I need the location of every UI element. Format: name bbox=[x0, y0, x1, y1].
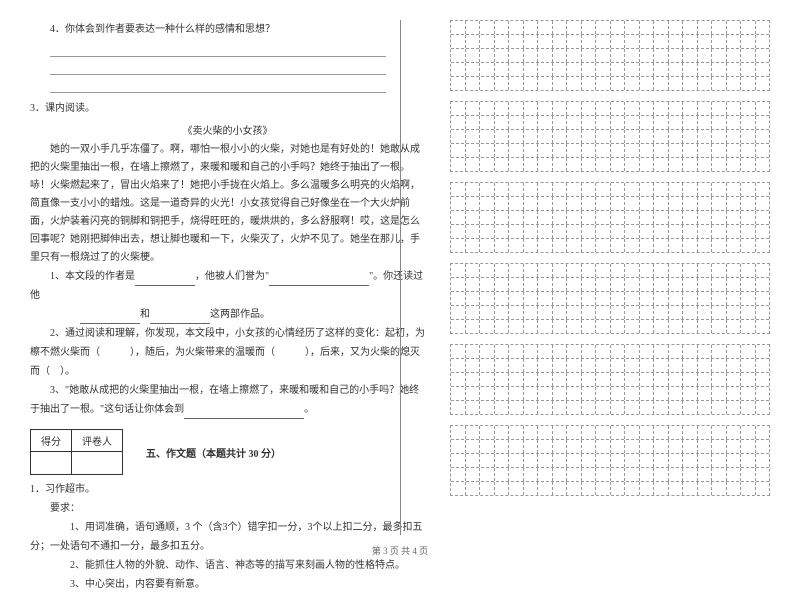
writing-grid-box[interactable] bbox=[450, 425, 770, 496]
section-5-title: 五、作文题（本题共计 30 分） bbox=[146, 445, 281, 460]
question-3-3: 3、"她敢从成把的火柴里抽出一根，在墙上擦燃了，来暖和暖和自己的小手吗？她终于抽… bbox=[30, 381, 425, 419]
q3-1-text-a: 1、本文段的作者是 bbox=[50, 271, 135, 282]
answer-line[interactable] bbox=[50, 60, 386, 75]
score-header-1: 得分 bbox=[31, 430, 72, 452]
q3-1-and: 和 bbox=[140, 309, 150, 320]
right-column bbox=[440, 20, 770, 540]
page-footer: 第 3 页 共 4 页 bbox=[0, 544, 800, 557]
answer-line[interactable] bbox=[50, 42, 386, 57]
q3-3-period: 。 bbox=[304, 404, 314, 415]
writing-grid-box[interactable] bbox=[450, 344, 770, 415]
question-3-1-line2: 和 这两部作品。 bbox=[30, 305, 425, 324]
blank-work1[interactable] bbox=[80, 312, 140, 324]
writing-grid-box[interactable] bbox=[450, 263, 770, 334]
score-table: 得分 评卷人 五、作文题（本题共计 30 分） bbox=[30, 429, 291, 475]
section-3-heading: 3．课内阅读。 bbox=[30, 99, 425, 118]
score-header-2: 评卷人 bbox=[72, 430, 123, 452]
essay-requirements: 要求： bbox=[30, 499, 425, 518]
essay-req-3: 3、中心突出，内容要有新意。 bbox=[30, 575, 425, 594]
blank-title[interactable] bbox=[269, 274, 369, 286]
answer-line[interactable] bbox=[50, 78, 386, 93]
column-divider bbox=[400, 20, 401, 535]
q3-1-text-b: ，他被人们誉为" bbox=[195, 271, 269, 282]
q3-1-works: 这两部作品。 bbox=[210, 309, 270, 320]
question-3-2: 2、通过阅读和理解，你发现，本文段中，小女孩的心情经历了这样的变化：起初，为檫不… bbox=[30, 324, 425, 381]
left-column: 4．你体会到作者要表达一种什么样的感情和思想？ 3．课内阅读。 《卖火柴的小女孩… bbox=[30, 20, 440, 540]
writing-grid-box[interactable] bbox=[450, 182, 770, 253]
essay-req-2: 2、能抓住人物的外貌、动作、语言、神态等的描写来刻画人物的性格特点。 bbox=[30, 556, 425, 575]
blank-author[interactable] bbox=[135, 274, 195, 286]
question-4: 4．你体会到作者要表达一种什么样的感情和思想？ bbox=[30, 20, 425, 39]
story-paragraph: 她的一双小手几乎冻僵了。啊，哪怕一根小小的火柴，对她也是有好处的！她敢从成把的火… bbox=[30, 141, 425, 267]
grader-cell[interactable] bbox=[72, 452, 123, 475]
blank-feeling[interactable] bbox=[184, 407, 304, 419]
essay-title: 1．习作超市。 bbox=[30, 480, 425, 499]
question-3-1: 1、本文段的作者是，他被人们誉为""。你还读过他 bbox=[30, 267, 425, 305]
writing-grid-box[interactable] bbox=[450, 101, 770, 172]
story-title: 《卖火柴的小女孩》 bbox=[30, 122, 425, 137]
score-cell[interactable] bbox=[31, 452, 72, 475]
writing-grid-box[interactable] bbox=[450, 20, 770, 91]
blank-work2[interactable] bbox=[150, 312, 210, 324]
